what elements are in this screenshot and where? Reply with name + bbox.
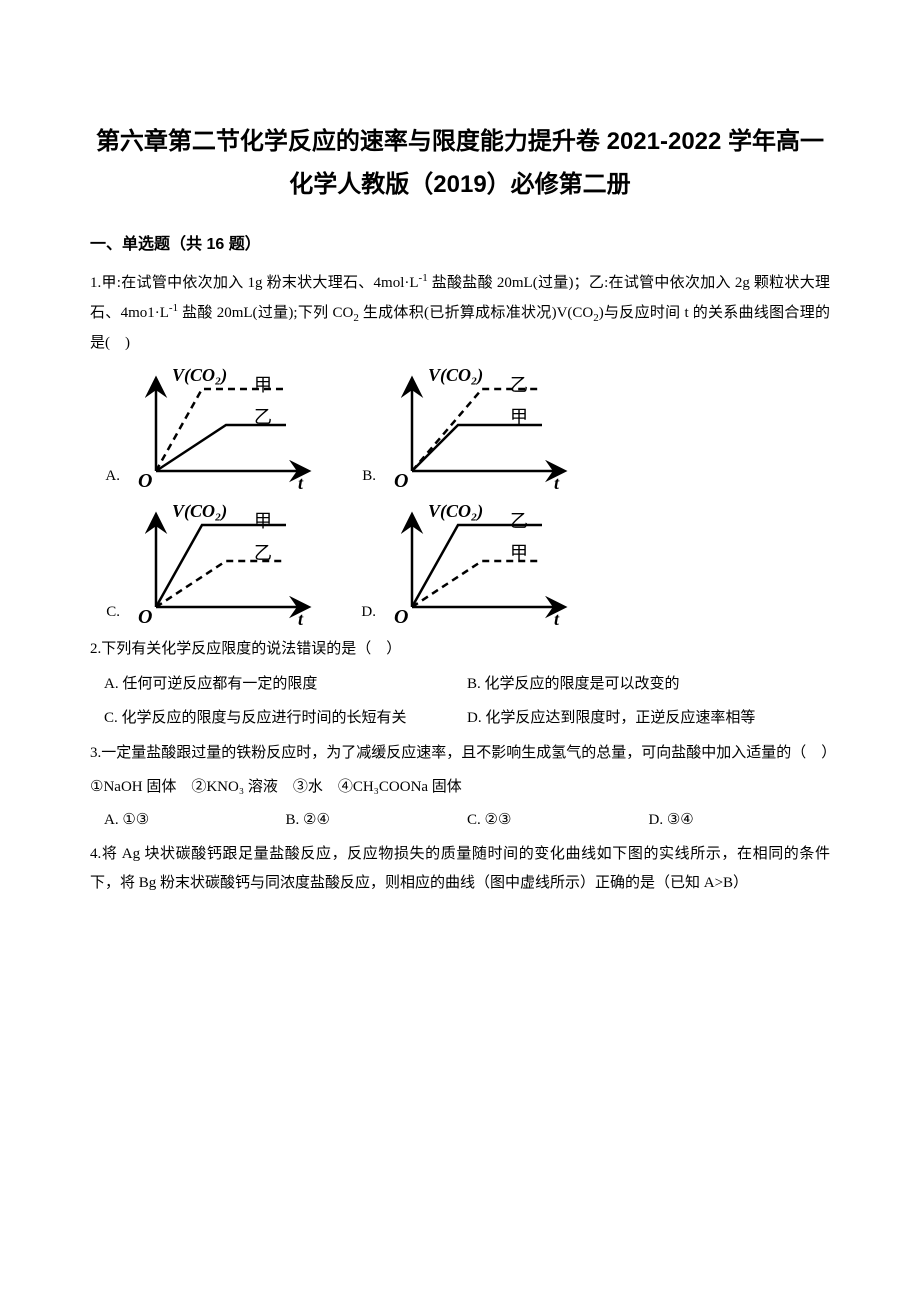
q1-row-cd: C. V(CO₂) 乙 甲 O t D. V(CO₂) 甲 乙 O t xyxy=(90,499,830,629)
svg-text:V(CO₂): V(CO₂) xyxy=(428,365,483,386)
section-heading: 一、单选题（共 16 题） xyxy=(90,230,830,254)
svg-text:甲: 甲 xyxy=(510,543,528,563)
svg-text:V(CO₂): V(CO₂) xyxy=(172,501,227,522)
svg-text:t: t xyxy=(298,609,304,629)
question-4: 4.将 Ag 块状碳酸钙跟足量盐酸反应，反应物损失的质量随时间的变化曲线如下图的… xyxy=(90,840,830,897)
svg-text:V(CO₂): V(CO₂) xyxy=(172,365,227,386)
svg-text:乙: 乙 xyxy=(254,543,272,563)
q1-chart-b: V(CO₂) 乙 甲 O t xyxy=(382,363,572,493)
question-2: 2.下列有关化学反应限度的说法错误的是（ ） xyxy=(90,635,830,664)
svg-text:甲: 甲 xyxy=(254,511,272,531)
q3-row: A. ①③ B. ②④ C. ②③ D. ③④ xyxy=(90,806,830,835)
svg-text:O: O xyxy=(394,606,408,628)
svg-text:甲: 甲 xyxy=(510,407,528,427)
q2-option-d: D. 化学反应达到限度时，正逆反应速率相等 xyxy=(467,704,830,733)
svg-text:甲: 甲 xyxy=(254,375,272,395)
q2-row-cd: C. 化学反应的限度与反应进行时间的长短有关 D. 化学反应达到限度时，正逆反应… xyxy=(90,704,830,733)
svg-text:t: t xyxy=(554,473,560,493)
q3-option-b: B. ②④ xyxy=(286,806,468,835)
q1-option-a-label: A. xyxy=(90,468,120,493)
q3-choices: ①NaOH 固体 ②KNO₃ 溶液 ③水 ④CH₃COONa 固体 xyxy=(90,773,830,802)
q2-option-c: C. 化学反应的限度与反应进行时间的长短有关 xyxy=(104,704,467,733)
q1-option-c-label: C. xyxy=(90,604,120,629)
page-title: 第六章第二节化学反应的速率与限度能力提升卷 2021-2022 学年高一 化学人… xyxy=(90,120,830,206)
title-line-1: 第六章第二节化学反应的速率与限度能力提升卷 2021-2022 学年高一 xyxy=(96,128,824,155)
q1-chart-c: V(CO₂) 乙 甲 O t xyxy=(126,499,316,629)
q2-row-ab: A. 任何可逆反应都有一定的限度 B. 化学反应的限度是可以改变的 xyxy=(90,670,830,699)
svg-text:t: t xyxy=(298,473,304,493)
q3-option-a: A. ①③ xyxy=(104,806,286,835)
q2-option-a: A. 任何可逆反应都有一定的限度 xyxy=(104,670,467,699)
q1-chart-a: V(CO₂) 甲 乙 O t xyxy=(126,363,316,493)
svg-text:O: O xyxy=(394,470,408,492)
q3-option-d: D. ③④ xyxy=(649,806,831,835)
svg-text:V(CO₂): V(CO₂) xyxy=(428,501,483,522)
q1-option-b-label: B. xyxy=(346,468,376,493)
q1-row-ab: A. V(CO₂) 甲 乙 O t B. V(CO₂) 乙 甲 O t xyxy=(90,363,830,493)
question-3: 3.一定量盐酸跟过量的铁粉反应时，为了减缓反应速率，且不影响生成氢气的总量，可向… xyxy=(90,739,830,768)
title-line-2: 化学人教版（2019）必修第二册 xyxy=(289,171,630,198)
q2-option-b: B. 化学反应的限度是可以改变的 xyxy=(467,670,830,699)
svg-text:O: O xyxy=(138,606,152,628)
q1-chart-d: V(CO₂) 甲 乙 O t xyxy=(382,499,572,629)
q3-option-c: C. ②③ xyxy=(467,806,649,835)
svg-text:t: t xyxy=(554,609,560,629)
svg-text:O: O xyxy=(138,470,152,492)
svg-text:乙: 乙 xyxy=(510,511,528,531)
svg-text:乙: 乙 xyxy=(254,407,272,427)
q1-option-d-label: D. xyxy=(346,604,376,629)
svg-text:乙: 乙 xyxy=(510,375,528,395)
question-1: 1.甲:在试管中依次加入 1g 粉末状大理石、4mol·L-1 盐酸盐酸 20m… xyxy=(90,268,830,357)
